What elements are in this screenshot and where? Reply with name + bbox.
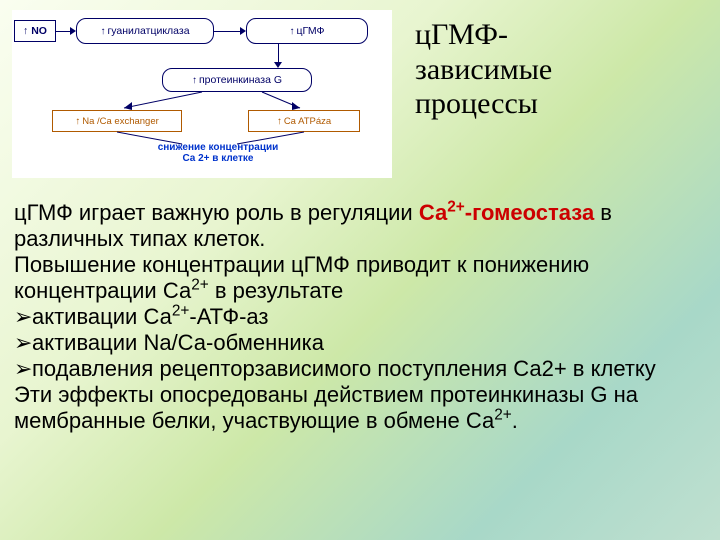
b1-sup: 2+ xyxy=(172,302,190,319)
page-title: цГМФ- зависимые процессы xyxy=(415,18,552,122)
node-no-label: ↑ NO xyxy=(23,25,47,37)
node-gc: ↑ гуанилатциклаза xyxy=(76,18,214,44)
diagram-caption-l2: Ca 2+ в клетке xyxy=(183,153,254,164)
bullet-icon: ➢ xyxy=(14,356,32,382)
p2-sup: 2+ xyxy=(191,277,209,294)
edge-gc-cgmp-head xyxy=(240,27,246,35)
title-l2: зависимые xyxy=(415,53,552,86)
node-atp-label: Ca ATPáza xyxy=(284,116,331,127)
p3-sup: 2+ xyxy=(494,406,512,423)
b1b: -АТФ-аз xyxy=(189,304,268,329)
node-pkg: ↑ протеинкиназа G xyxy=(162,68,312,92)
node-gc-label: гуанилатциклаза xyxy=(107,25,189,37)
node-exchanger: ↑ Na /Ca exchanger xyxy=(52,110,182,132)
bullet-icon: ➢ xyxy=(14,330,32,356)
diagram-caption: снижение концентрации Ca 2+ в клетке xyxy=(148,142,288,164)
diagram-area: ↑ NO ↑ гуанилатциклаза ↑ цГМФ ↑ протеинк… xyxy=(12,10,392,178)
p3b: . xyxy=(512,408,518,433)
edge-cgmp-pkg-head xyxy=(274,62,282,68)
edge-cgmp-pkg xyxy=(278,44,279,64)
b2: активации Na/Са-обменника xyxy=(32,330,324,355)
body-text: цГМФ играет важную роль в регуляции Са2+… xyxy=(14,200,706,434)
p1a: цГМФ играет важную роль в регуляции xyxy=(14,200,419,225)
p3a: Эти эффекты опосредованы действием проте… xyxy=(14,382,638,433)
b3: подавления рецепторзависимого поступлени… xyxy=(32,356,656,381)
p1-red: Са2+-гомеостаза xyxy=(419,200,594,225)
edge-no-gc-head xyxy=(70,27,76,35)
diagram-caption-l1: снижение концентрации xyxy=(158,142,279,153)
p2b: в результате xyxy=(209,278,343,303)
bullet-icon: ➢ xyxy=(14,304,32,330)
node-cgmp-label: цГМФ xyxy=(296,25,324,37)
node-pkg-label: протеинкиназа G xyxy=(199,74,282,86)
node-atpase: ↑ Ca ATPáza xyxy=(248,110,360,132)
node-no: ↑ NO xyxy=(14,20,56,42)
title-l1: цГМФ- xyxy=(415,18,508,51)
node-cgmp: ↑ цГМФ xyxy=(246,18,368,44)
node-exch-label: Na /Ca exchanger xyxy=(82,116,159,127)
b1a: активации Са xyxy=(32,304,172,329)
title-l3: процессы xyxy=(415,87,538,120)
edge-gc-cgmp xyxy=(214,31,242,32)
